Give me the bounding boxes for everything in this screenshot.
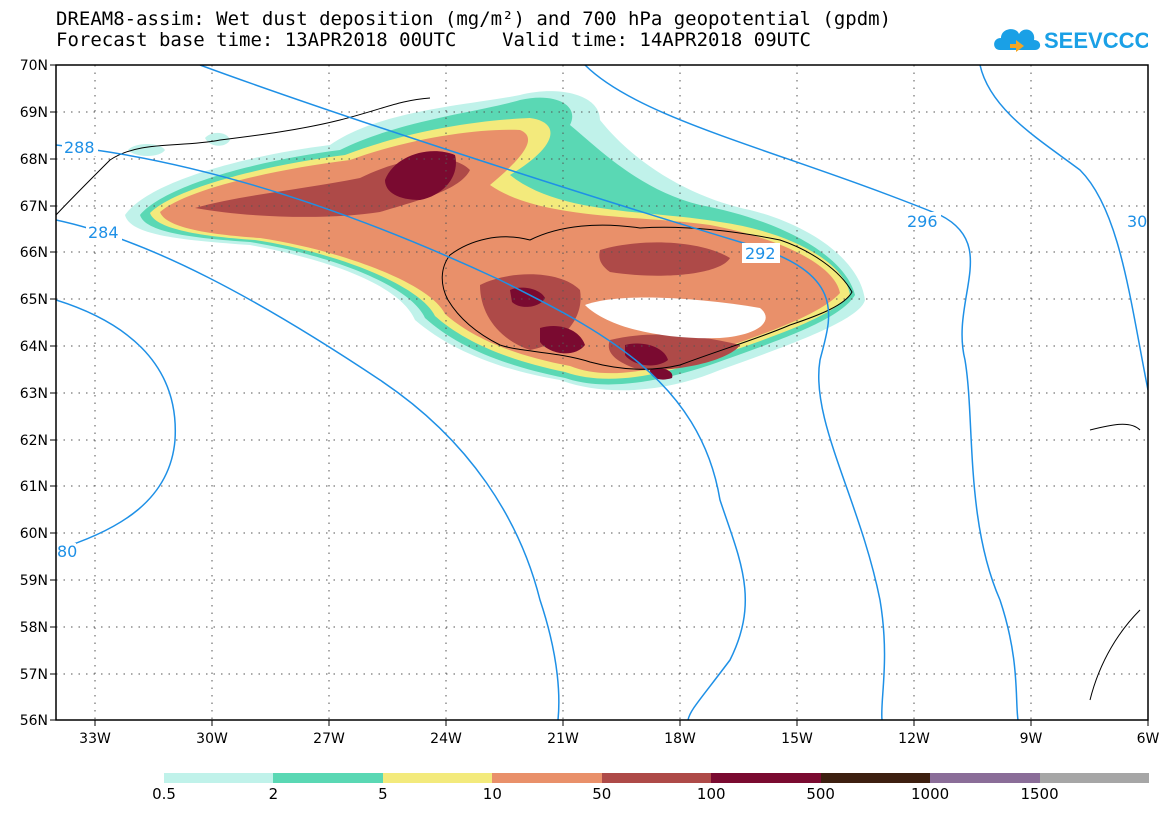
plot-area: 288 284 292 296 30 80 [56, 65, 1148, 720]
legend-swatch [492, 773, 602, 783]
seevccc-logo: SEEVCCC [994, 28, 1148, 53]
legend-tick: 0.5 [152, 785, 176, 803]
lon-label: 6W [1137, 731, 1160, 747]
legend-swatch [1039, 773, 1149, 783]
lat-label: 67N [20, 199, 48, 215]
lon-label: 9W [1020, 731, 1043, 747]
lat-label: 63N [20, 386, 48, 402]
contour-label-296: 296 [907, 212, 938, 231]
lat-label: 66N [20, 245, 48, 261]
longitude-labels: 33W 30W 27W 24W 21W 18W 15W 12W 9W 6W [79, 731, 1159, 747]
contour-label-292: 292 [745, 244, 776, 263]
geopotential-contours [56, 65, 1148, 720]
legend-tick: 2 [268, 785, 279, 803]
dust-level-100 [385, 151, 673, 380]
dust-deposition-field [125, 91, 865, 391]
legend-swatch [601, 773, 712, 783]
lat-label: 61N [20, 479, 48, 495]
lon-label: 15W [781, 731, 813, 747]
lat-label: 56N [20, 713, 48, 729]
map-title-line1: DREAM8-assim: Wet dust deposition (mg/m²… [56, 8, 892, 30]
legend-swatch [382, 773, 493, 783]
lat-label: 69N [20, 105, 48, 121]
contour-label-288: 288 [64, 138, 95, 157]
lon-label: 18W [664, 731, 696, 747]
contour-label-300: 30 [1127, 212, 1147, 231]
lon-label: 21W [547, 731, 579, 747]
iceland-coast [441, 224, 853, 370]
contour-label-284: 284 [88, 223, 119, 242]
lat-label: 62N [20, 433, 48, 449]
lon-label: 33W [79, 731, 111, 747]
axis-ticks [50, 64, 1149, 726]
lat-label: 64N [20, 339, 48, 355]
cloud-icon [994, 29, 1041, 50]
scotland-coast [1089, 423, 1141, 701]
legend-tick: 5 [378, 785, 388, 803]
lat-label: 70N [20, 58, 48, 74]
legend-swatch [711, 773, 821, 783]
legend-tick: 50 [592, 785, 612, 803]
lon-label: 30W [196, 731, 228, 747]
legend-swatch [273, 773, 383, 783]
lat-label: 68N [20, 152, 48, 168]
dust-gap [585, 297, 766, 339]
map-title-line2: Forecast base time: 13APR2018 00UTC Vali… [56, 29, 811, 51]
contour-labels: 288 284 292 296 30 80 [56, 138, 1148, 561]
contour-label-280: 80 [57, 542, 77, 561]
contour-300 [979, 65, 1148, 391]
lat-label: 57N [20, 667, 48, 683]
contour-296 [584, 65, 1019, 720]
lat-label: 59N [20, 573, 48, 589]
legend-tick: 10 [482, 785, 502, 803]
dust-level-50 [195, 158, 740, 371]
legend-swatch [820, 773, 931, 783]
legend-tick: 1500 [1020, 785, 1059, 803]
lat-label: 65N [20, 292, 48, 308]
logo-text: SEEVCCC [1044, 28, 1148, 53]
legend-swatch [164, 773, 274, 783]
legend-tick: 500 [806, 785, 835, 803]
lon-label: 27W [313, 731, 345, 747]
contour-288 [56, 144, 747, 720]
lon-label: 24W [430, 731, 462, 747]
contour-284 [56, 219, 560, 720]
legend-swatch [930, 773, 1040, 783]
legend-tick: 1000 [911, 785, 950, 803]
greenland-coast [56, 97, 431, 216]
latitude-labels: 70N 69N 68N 67N 66N 65N 64N 63N 62N 61N … [20, 58, 48, 729]
contour-280 [56, 299, 176, 551]
coastlines [56, 97, 1141, 701]
lon-label: 12W [898, 731, 930, 747]
lat-label: 58N [20, 620, 48, 636]
dust-level-0.5-west [128, 132, 230, 156]
legend-tick: 100 [696, 785, 726, 803]
contour-292 [199, 65, 886, 720]
color-legend [164, 773, 1149, 783]
legend-ticks: 0.5 2 5 10 50 100 500 1000 1500 [152, 785, 1149, 807]
lat-label: 60N [20, 526, 48, 542]
